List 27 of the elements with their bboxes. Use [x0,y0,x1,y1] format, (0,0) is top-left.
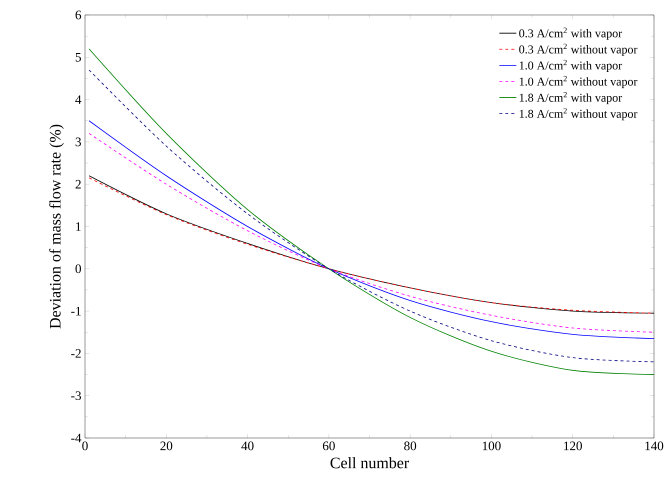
legend-label: 0.3 A/cm$^{2}$ with vapor [519,28,622,40]
y-tick-label: 3 [76,138,81,146]
y-axis-title: Deviation of mass flow rate (%) [49,124,64,329]
x-tick-label: 100 [482,442,501,450]
x-tick-label: 0 [82,442,88,450]
legend-label: 1.8 A/cm$^{2}$ without vapor [520,108,638,120]
y-tick-label: 1 [76,222,81,231]
legend-label: 1.8 A/cm$^{2}$ with vapor [520,92,622,104]
x-tick-label: 80 [404,442,416,450]
legend-label: 1.0 A/cm$^{2}$ without vapor [520,76,638,88]
y-tick-label: 5 [76,52,81,62]
y-tick-label: 4 [75,95,82,104]
x-axis-title: Cell number [330,457,409,468]
x-tick-label: 140 [645,442,664,450]
y-tick-label: -1 [71,306,81,316]
legend-label: 0.3 A/cm$^{2}$ without vapor [519,44,638,56]
x-tick-label: 60 [322,442,335,450]
legend-label: 1.0 A/cm$^{2}$ with vapor [520,60,622,72]
x-tick-label: 120 [564,442,582,450]
y-tick-label: -4 [71,434,82,442]
y-tick-label: 0 [76,264,81,274]
x-tick-label: 20 [160,442,172,450]
y-tick-label: -3 [71,391,81,400]
y-tick-label: -2 [71,349,81,358]
y-tick-label: 2 [76,180,81,188]
x-tick-label: 40 [241,442,254,450]
y-tick-label: 6 [76,10,82,20]
